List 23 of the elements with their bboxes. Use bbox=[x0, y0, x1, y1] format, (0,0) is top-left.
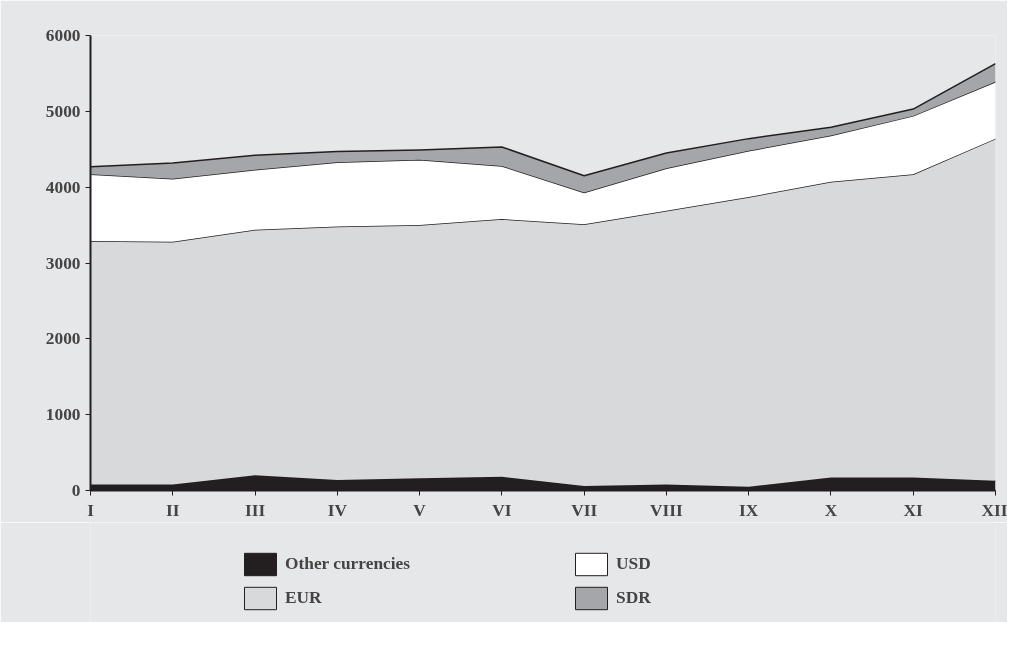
x-tick-label: VI bbox=[492, 500, 512, 520]
x-tick-label: I bbox=[87, 500, 95, 520]
y-tick-label: 4000 bbox=[45, 177, 81, 197]
y-tick-label: 5000 bbox=[45, 101, 81, 121]
legend-label: EUR bbox=[285, 588, 323, 608]
x-tick-label: II bbox=[166, 500, 180, 520]
x-tick-label: VII bbox=[571, 500, 598, 520]
x-tick-label: V bbox=[413, 500, 427, 520]
y-tick-label: 2000 bbox=[45, 329, 81, 349]
legend-label: Other currencies bbox=[285, 554, 411, 574]
x-tick-label: XI bbox=[903, 500, 924, 520]
x-tick-label: X bbox=[824, 500, 838, 520]
legend-label: USD bbox=[616, 554, 652, 574]
legend-label: SDR bbox=[616, 588, 652, 608]
y-tick-label: 1000 bbox=[45, 405, 81, 425]
y-tick-label: 6000 bbox=[45, 26, 81, 45]
x-tick-label: XII bbox=[981, 500, 1008, 520]
x-tick-label: III bbox=[244, 500, 266, 520]
x-tick-label: IX bbox=[739, 500, 759, 520]
x-tick-label: IV bbox=[327, 500, 348, 520]
x-tick-label: VIII bbox=[650, 500, 684, 520]
y-tick-label: 3000 bbox=[45, 253, 81, 273]
y-tick-label: 0 bbox=[71, 481, 81, 500]
